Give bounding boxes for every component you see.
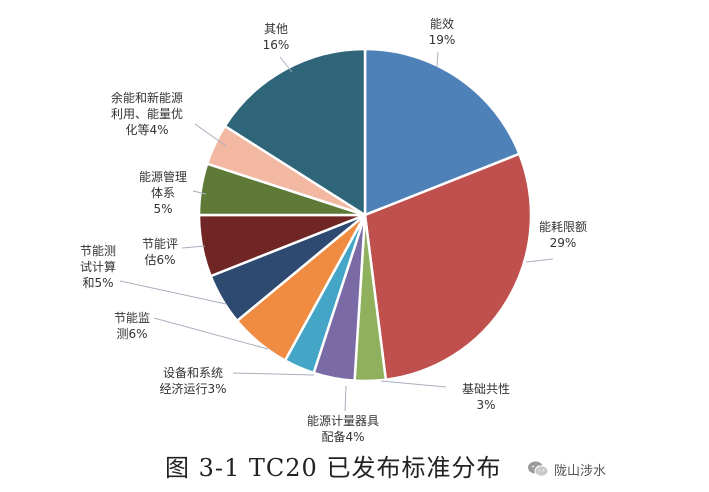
pie-slice-1 — [363, 152, 533, 381]
leader-line-8 — [192, 190, 207, 195]
pie-slice-10 — [223, 47, 367, 217]
leader-line-4 — [232, 372, 315, 376]
leader-line-1 — [525, 258, 554, 263]
leader-line-3 — [344, 385, 347, 412]
slice-label-3: 能源计量器具配备4% — [307, 414, 379, 444]
watermark-text: 陇山涉水 — [554, 463, 607, 479]
leader-line-5 — [153, 317, 269, 350]
slice-label-4: 设备和系统经济运行3% — [159, 366, 226, 396]
leader-line-6 — [119, 280, 227, 305]
slice-label-5: 节能监测6% — [114, 311, 150, 341]
leader-line-2 — [380, 380, 447, 388]
leader-line-10 — [279, 56, 293, 73]
leader-line-0 — [436, 51, 439, 68]
wechat-icon — [528, 461, 549, 477]
slice-label-7: 节能评估6% — [142, 237, 178, 267]
slice-label-8: 能源管理体系 5% — [139, 169, 187, 216]
slice-label-6: 节能测试计算和5% — [80, 244, 116, 290]
slice-label-2: 基础共性 3% — [462, 382, 510, 412]
watermark: 陇山涉水 — [527, 459, 606, 479]
slice-label-9: 余能和新能源利用、能量优化等4% — [111, 90, 183, 137]
figure-caption: 图 3-1 TC20 已发布标准分布 — [165, 454, 502, 482]
slice-label-10: 其他 16% — [263, 22, 290, 52]
pie-slice-0 — [363, 47, 521, 217]
slice-label-1: 能耗限额 29% — [539, 220, 587, 250]
slice-label-0: 能效 19% — [429, 16, 456, 47]
leader-line-9 — [194, 123, 227, 147]
leader-line-7 — [181, 245, 206, 249]
